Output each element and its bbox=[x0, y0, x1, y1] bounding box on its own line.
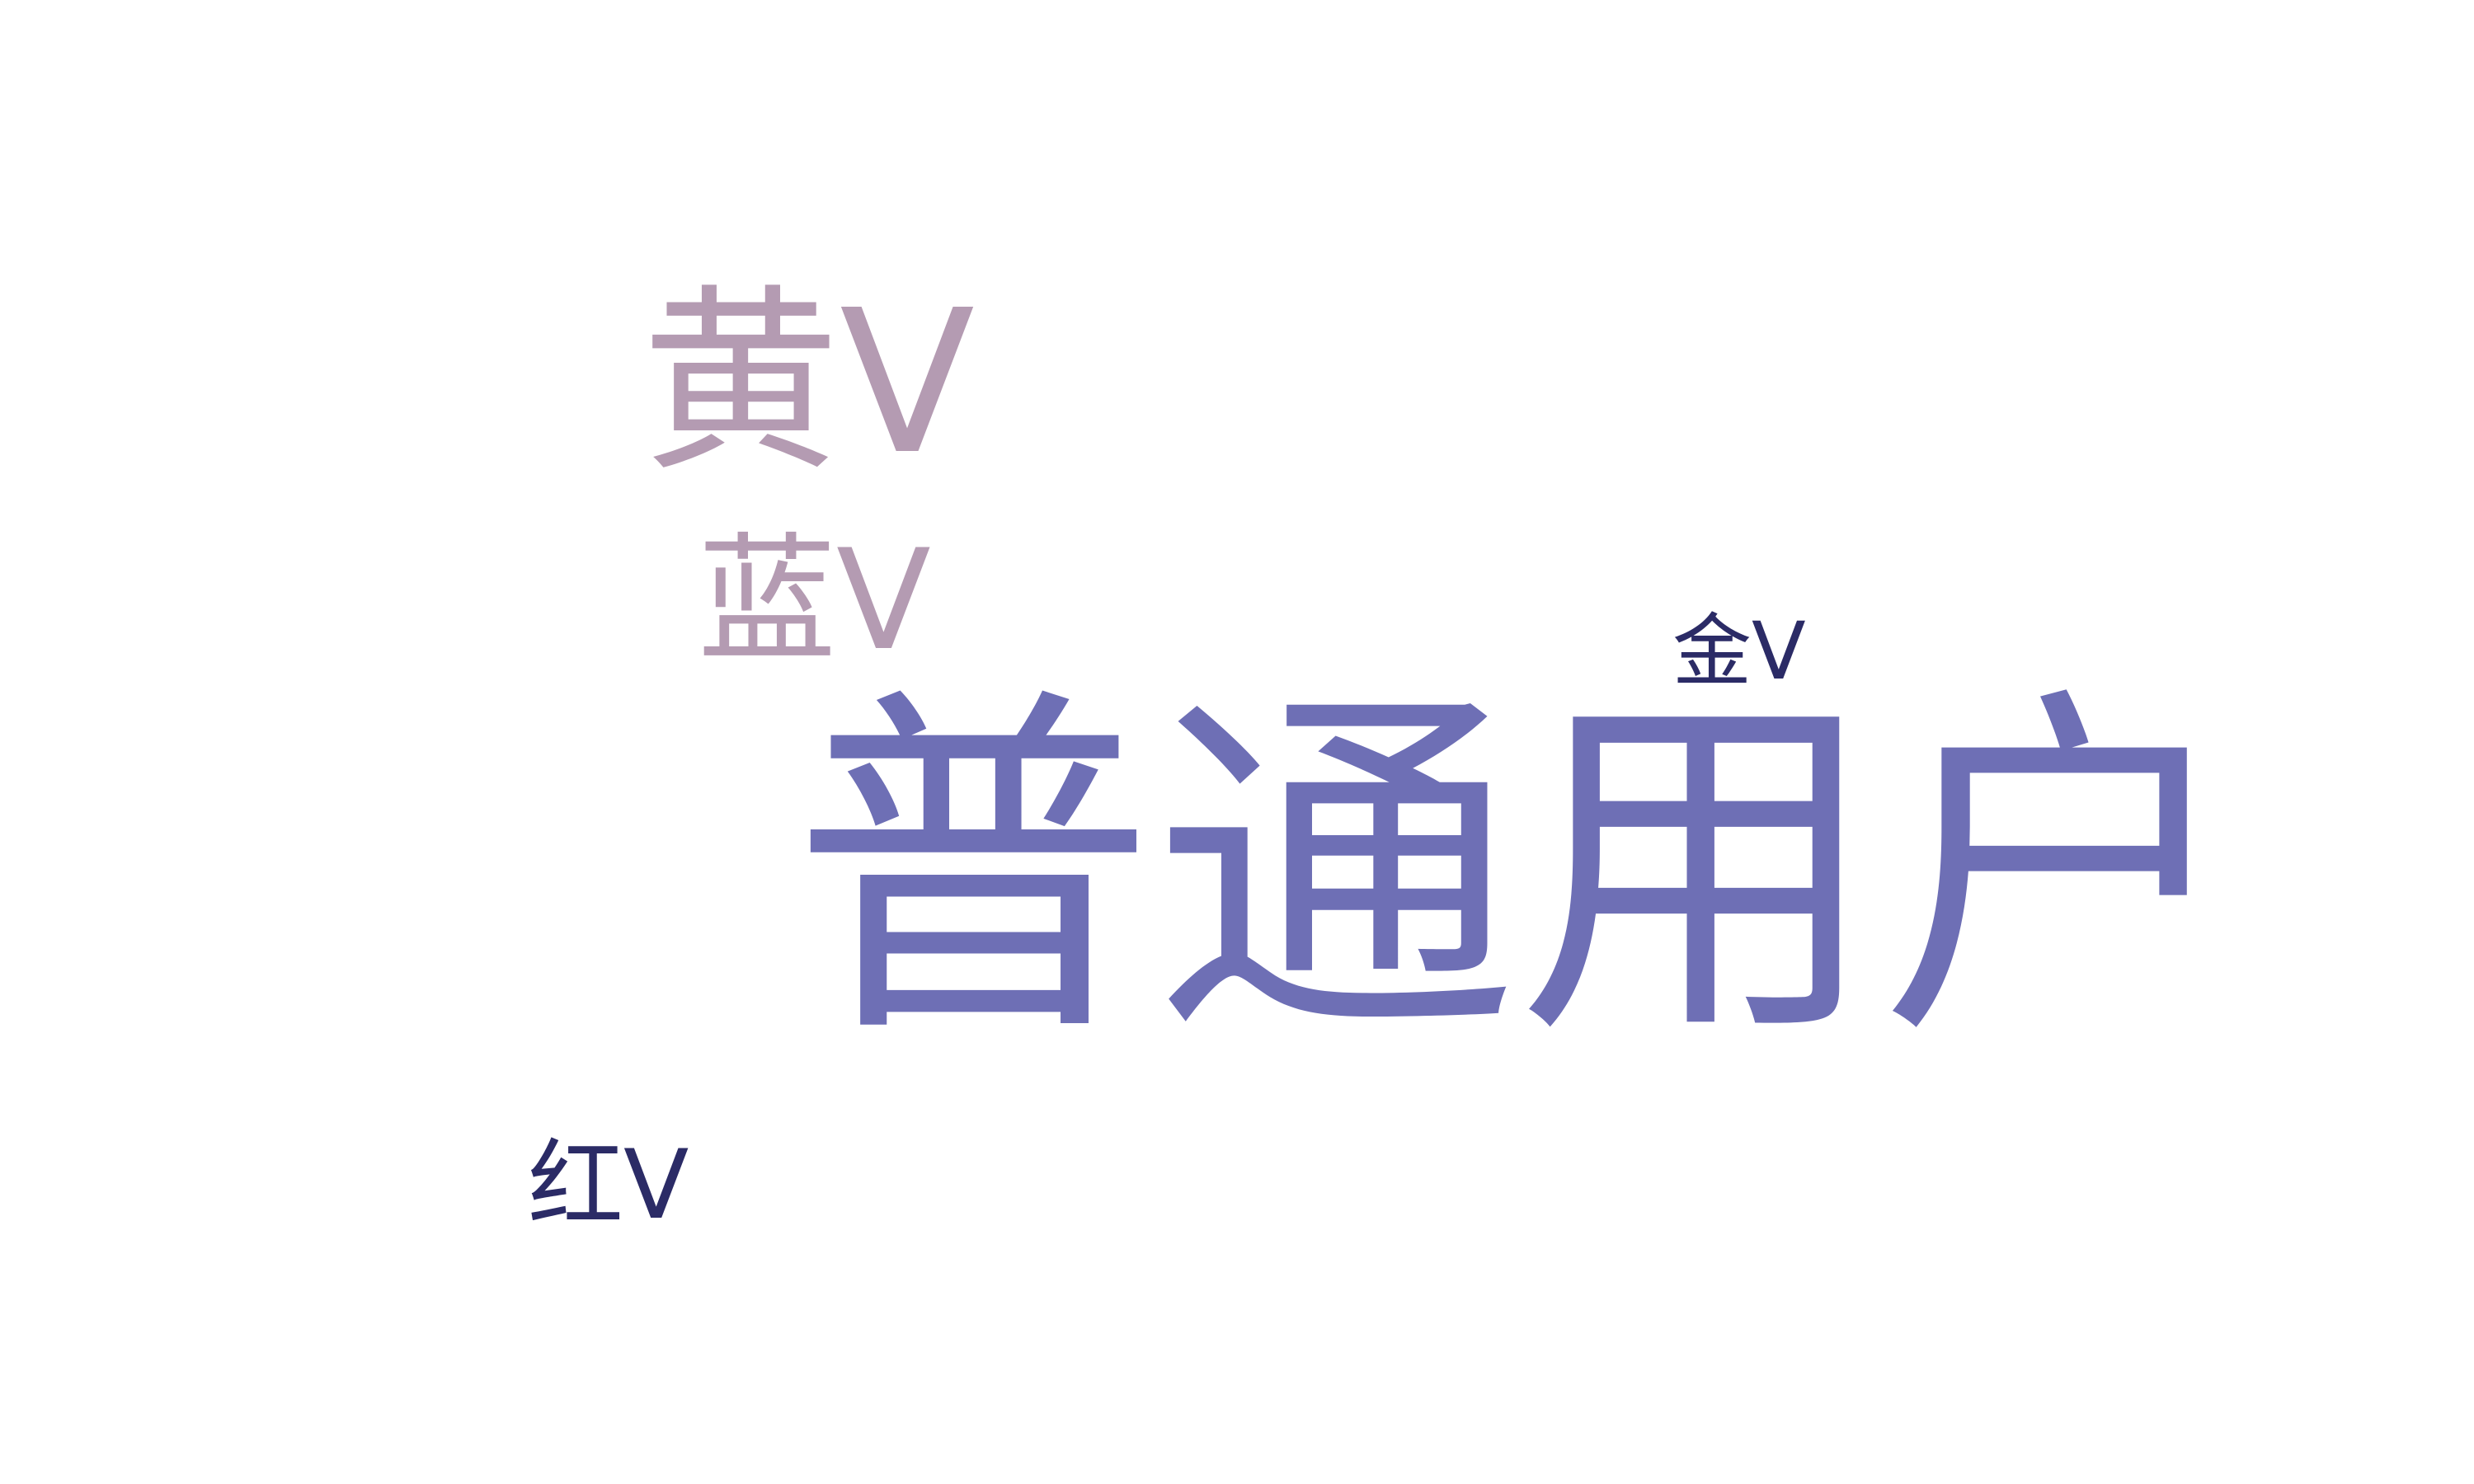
word-red-v: 红V bbox=[528, 1129, 689, 1241]
word-gold-v: 金V bbox=[1672, 605, 1806, 697]
word-regular-user: 普通用户 bbox=[792, 660, 2243, 1082]
word-yellow-v: 黄V bbox=[642, 267, 976, 498]
word-blue-v: 蓝V bbox=[698, 519, 931, 681]
